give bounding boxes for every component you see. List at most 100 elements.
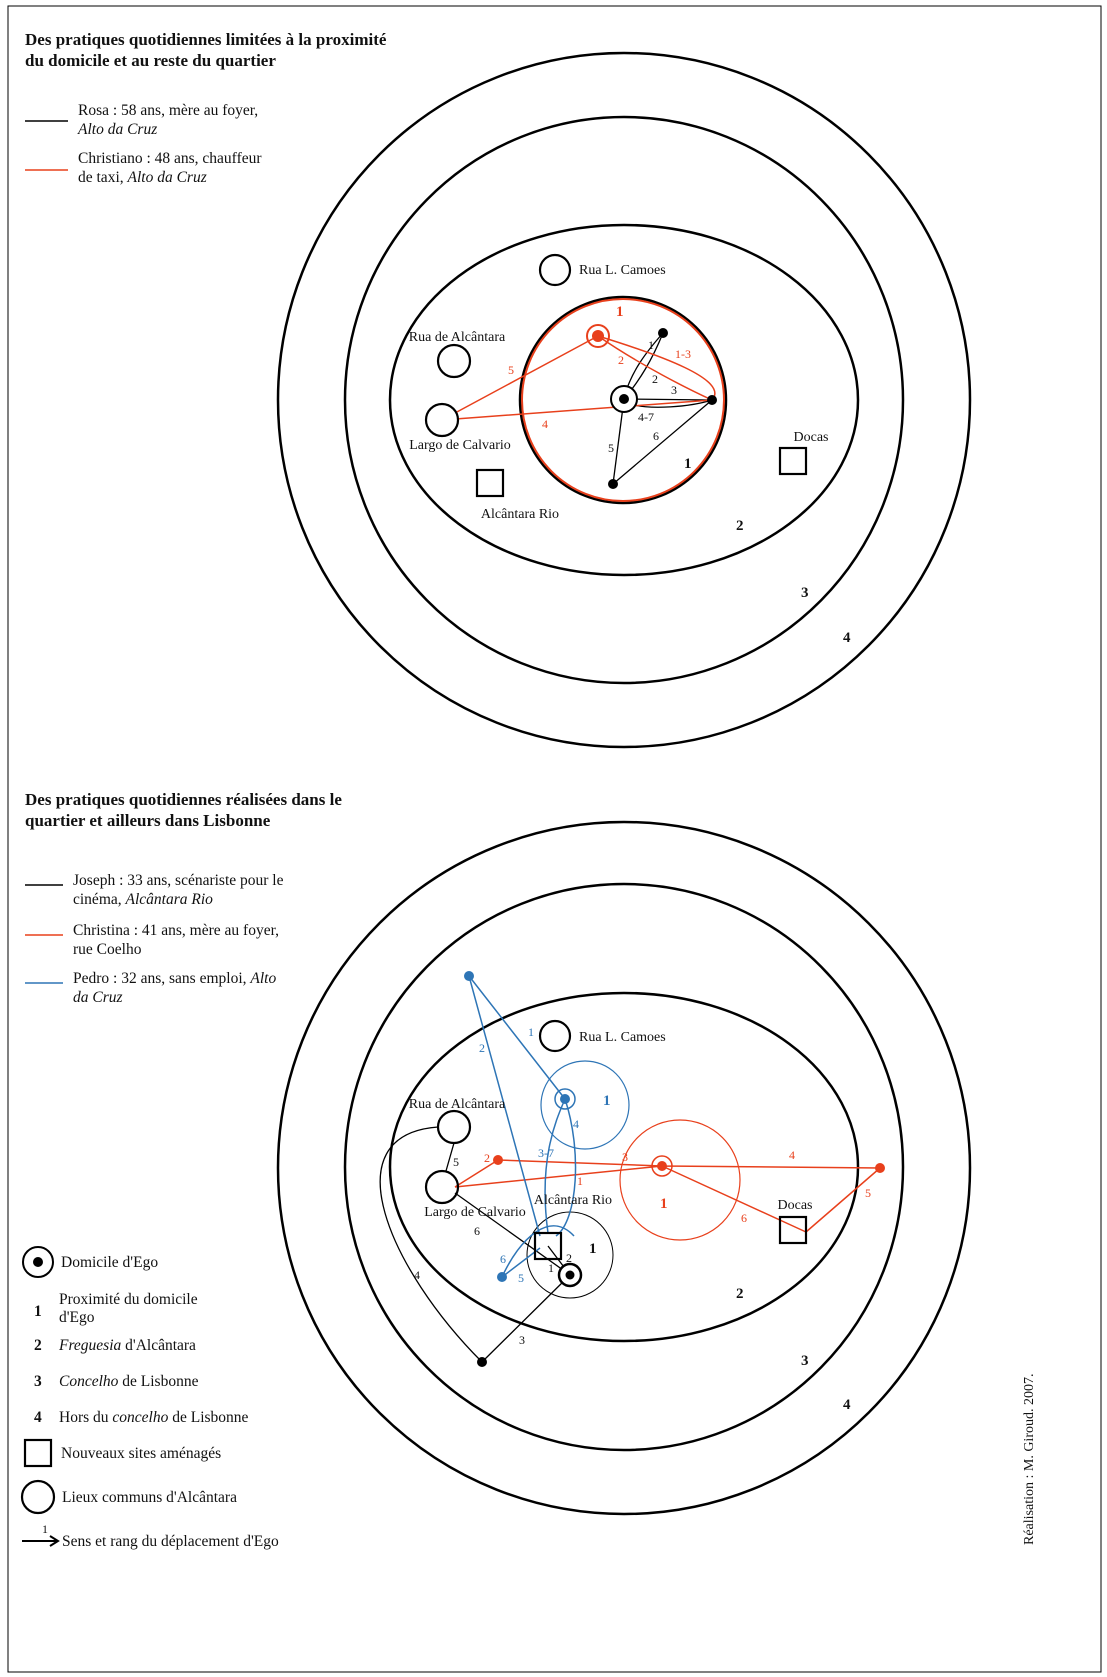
edge-label: 1-3 [675, 347, 691, 361]
legend-text: da Cruz [73, 989, 123, 1006]
place-label: Rua de Alcântara [409, 1097, 506, 1112]
place [436, 1109, 472, 1145]
route [441, 335, 716, 421]
zone-3 [343, 882, 905, 1452]
zone-3 [343, 115, 905, 685]
edge-label: 2 [566, 1251, 572, 1265]
ego-zone [540, 1060, 630, 1150]
stop [464, 971, 474, 981]
site [778, 446, 808, 476]
site [533, 1231, 563, 1261]
legend-text: de taxi, Alto da Cruz [78, 169, 207, 186]
edge-label: 3 [622, 1150, 628, 1164]
zone-2 [388, 223, 860, 577]
key-number: 1 [42, 1522, 48, 1536]
zone-label: 1 [603, 1093, 611, 1109]
ego-zone [521, 298, 725, 502]
legend-text: cinéma, Alcântara Rio [73, 891, 213, 908]
zone-label: 2 [736, 518, 744, 534]
edge-label: 1 [648, 338, 654, 352]
edge-label: 5 [865, 1186, 871, 1200]
key-place [20, 1479, 56, 1515]
key-home [22, 1246, 54, 1278]
home [586, 324, 610, 348]
edge-label: 4-7 [638, 410, 654, 424]
edge-label: 2 [479, 1041, 485, 1055]
place-label: Largo de Calvario [424, 1205, 526, 1220]
site [475, 468, 505, 498]
place-label: Alcântara Rio [534, 1193, 612, 1208]
legend-text: Christina : 41 ans, mère au foyer, [73, 922, 279, 939]
edge-label: 2 [618, 353, 624, 367]
key-text: Lieux communs d'Alcântara [62, 1489, 237, 1506]
key: Domicile d'Ego 1 Proximité du domicile d… [20, 1246, 279, 1550]
place-label: Docas [794, 430, 829, 445]
zone-label: 1 [660, 1196, 668, 1212]
title: quartier et ailleurs dans Lisbonne [25, 811, 271, 830]
zone-label: 3 [801, 585, 809, 601]
legend-text: Joseph : 33 ans, scénariste pour le [73, 872, 284, 889]
legend-text: Rosa : 58 ans, mère au foyer, [78, 102, 258, 119]
key-text: d'Ego [59, 1309, 95, 1326]
home-dot [560, 1094, 570, 1104]
edge-label: 2 [652, 372, 658, 386]
zone-label: 4 [843, 1397, 851, 1413]
edge-label: 5 [453, 1155, 459, 1169]
ego-zone [619, 1119, 741, 1241]
stop [493, 1155, 503, 1165]
key-text: Hors du concelho de Lisbonne [59, 1409, 249, 1426]
edge-label: 4 [789, 1148, 795, 1162]
place-label: Rua de Alcântara [409, 330, 506, 345]
edge-label: 3-7 [538, 1146, 554, 1160]
key-home-dot [33, 1257, 43, 1267]
key-text: Domicile d'Ego [61, 1254, 158, 1271]
stop [875, 1163, 885, 1173]
edge-label: 3 [671, 383, 677, 397]
key-number: 1 [34, 1303, 42, 1320]
route [454, 1159, 881, 1233]
zone-label: 1 [589, 1241, 597, 1257]
place-label: Largo de Calvario [409, 438, 511, 453]
edge-label: 3 [519, 1333, 525, 1347]
edge-label: 6 [653, 429, 659, 443]
zone-1 [518, 295, 728, 505]
stop [477, 1357, 487, 1367]
stop [497, 1272, 507, 1282]
legend-text: rue Coelho [73, 941, 142, 958]
stop [707, 395, 717, 405]
key-text: Proximité du domicile [59, 1291, 198, 1308]
legend-text: Pedro : 32 ans, sans emploi, Alto [73, 970, 276, 987]
edge-label: 6 [500, 1252, 506, 1266]
edge-label: 1 [548, 1261, 554, 1275]
key-text: Concelho de Lisbonne [59, 1373, 199, 1390]
zone-4 [276, 820, 972, 1516]
place [424, 402, 460, 438]
zone-label: 1 [684, 456, 692, 472]
stop [608, 479, 618, 489]
key-text: Freguesia d'Alcântara [58, 1337, 196, 1354]
panel-bottom: Des pratiques quotidiennes réalisées dan… [25, 790, 972, 1516]
zone-label: 1 [616, 304, 624, 320]
place [538, 1019, 572, 1053]
edge-label: 4 [414, 1268, 420, 1282]
place-label: Rua L. Camoes [579, 1030, 666, 1045]
panel-top: Des pratiques quotidiennes limitées à la… [25, 30, 972, 749]
edge-label: 1 [528, 1025, 534, 1039]
zone-label: 3 [801, 1353, 809, 1369]
place [538, 253, 572, 287]
stop [658, 328, 668, 338]
home [554, 1088, 576, 1110]
edge-label: 6 [474, 1224, 480, 1238]
place [424, 1169, 460, 1205]
zone-label: 2 [736, 1286, 744, 1302]
edge-label: 5 [508, 363, 514, 377]
edge-label: 1 [577, 1174, 583, 1188]
site [778, 1215, 808, 1245]
zone-label: 4 [843, 630, 851, 646]
edge-label: 2 [484, 1151, 490, 1165]
key-number: 4 [34, 1409, 42, 1426]
edge-label: 5 [608, 441, 614, 455]
title: Des pratiques quotidiennes limitées à la… [25, 30, 387, 49]
title: du domicile et au reste du quartier [25, 51, 276, 70]
